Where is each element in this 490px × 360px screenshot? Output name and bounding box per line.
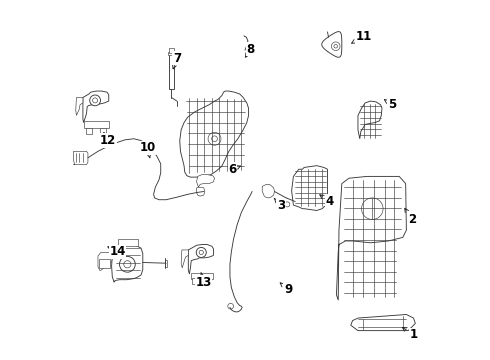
Circle shape <box>208 132 221 145</box>
Text: 7: 7 <box>172 51 181 69</box>
Bar <box>169 53 174 89</box>
Polygon shape <box>74 151 88 165</box>
Polygon shape <box>292 166 327 211</box>
Circle shape <box>331 42 340 50</box>
Polygon shape <box>337 176 406 300</box>
Text: 6: 6 <box>228 163 241 176</box>
Polygon shape <box>196 187 205 196</box>
Bar <box>100 128 106 134</box>
Circle shape <box>199 250 203 255</box>
Bar <box>168 52 175 55</box>
Text: 2: 2 <box>405 208 416 226</box>
Bar <box>165 260 167 267</box>
Text: 8: 8 <box>245 42 254 57</box>
Circle shape <box>124 261 131 268</box>
Polygon shape <box>358 101 382 139</box>
Bar <box>170 48 173 53</box>
Polygon shape <box>188 244 214 274</box>
Bar <box>118 239 139 246</box>
Text: 1: 1 <box>402 327 417 341</box>
Bar <box>86 128 92 134</box>
Circle shape <box>93 98 98 103</box>
Bar <box>191 273 213 279</box>
Text: 9: 9 <box>280 283 292 296</box>
Polygon shape <box>83 91 109 123</box>
Text: 4: 4 <box>320 195 333 208</box>
Text: 10: 10 <box>139 141 156 158</box>
Polygon shape <box>98 252 112 270</box>
Polygon shape <box>112 244 143 282</box>
Circle shape <box>212 136 218 141</box>
Bar <box>84 121 109 128</box>
Polygon shape <box>76 98 83 116</box>
Circle shape <box>228 303 234 309</box>
Circle shape <box>120 256 135 272</box>
Text: 11: 11 <box>352 30 371 43</box>
Text: 14: 14 <box>108 245 126 258</box>
Bar <box>99 259 110 268</box>
Circle shape <box>90 95 100 106</box>
Bar <box>192 278 197 284</box>
Circle shape <box>196 247 206 257</box>
Polygon shape <box>181 250 188 268</box>
Polygon shape <box>351 315 416 330</box>
Circle shape <box>334 44 338 48</box>
Text: 13: 13 <box>196 273 212 289</box>
Polygon shape <box>322 32 342 57</box>
Polygon shape <box>196 175 215 187</box>
Polygon shape <box>180 91 248 177</box>
Polygon shape <box>262 184 274 198</box>
Text: 12: 12 <box>100 132 116 147</box>
Text: 5: 5 <box>384 98 396 111</box>
Bar <box>206 278 211 284</box>
Ellipse shape <box>362 198 383 220</box>
Text: 3: 3 <box>274 198 285 212</box>
Circle shape <box>285 202 290 207</box>
